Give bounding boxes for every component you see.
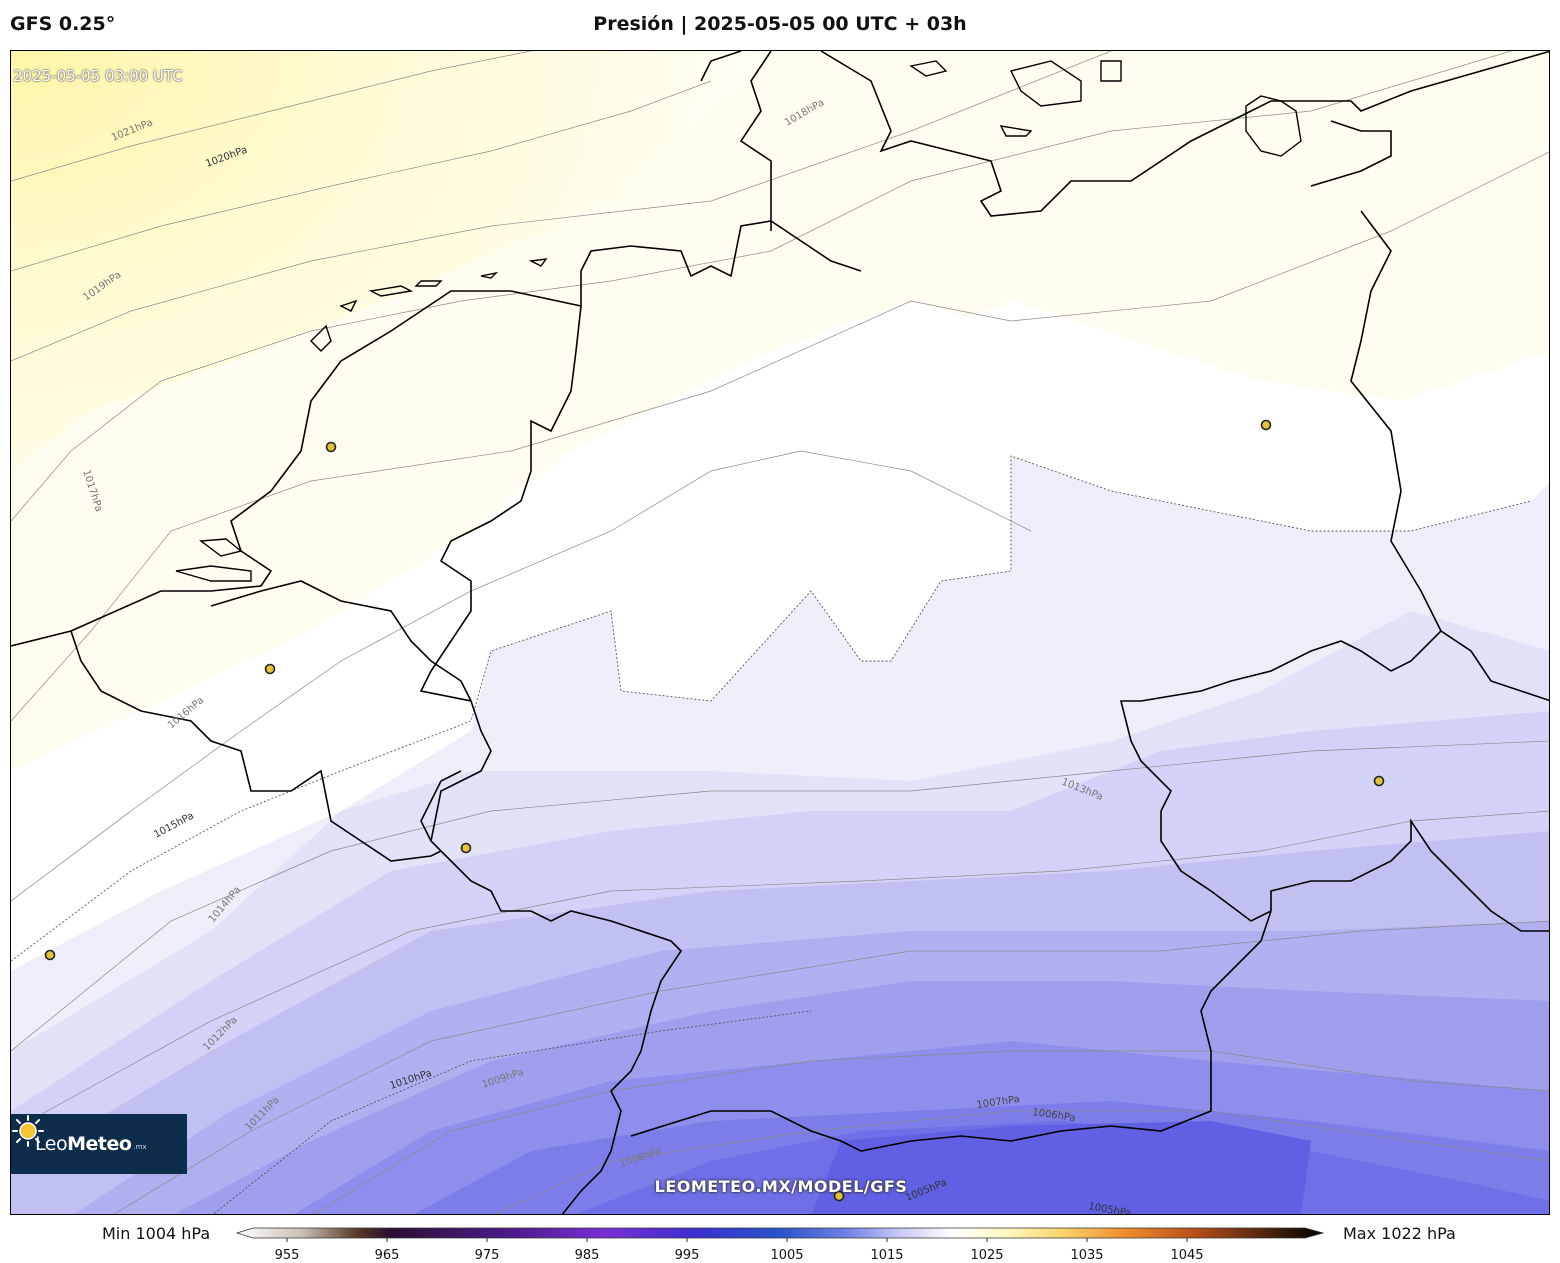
valid-time: 2025-05-05 03:00 UTC [13,67,183,85]
chart-title: Presión | 2025-05-05 00 UTC + 03h [593,13,967,35]
colorbar-tick-label: 965 [375,1248,400,1263]
colorbar-tick-label: 1035 [1070,1248,1103,1263]
colorbar-tick-label: 1015 [870,1248,903,1263]
colorbar-max-label: Max 1022 hPa [1343,1224,1456,1243]
colorbar-tick-label: 1005 [770,1248,803,1263]
colorbar-tick-label: 1025 [970,1248,1003,1263]
city-marker [1260,419,1272,431]
band-1019 [11,51,771,471]
colorbar-tick-label: 1045 [1170,1248,1203,1263]
isobar-dashed [11,455,1532,1214]
pressure-colorbar: 955 965 975 985 995 1005 1015 1025 1035 1045 [235,1227,1325,1263]
colorbar-tick-label: 985 [575,1248,600,1263]
colorbar-gradient [235,1227,1325,1239]
logo-suffix: .mx [133,1143,147,1151]
watermark[interactable]: LEOMETEO.MX/MODEL/GFS [654,1177,908,1196]
logo-brand-bold: Meteo [67,1133,132,1155]
isobar-lines [11,51,1549,1214]
colorbar-ticks: 955 965 975 985 995 1005 1015 1025 1035 1045 [275,1238,1204,1263]
city-marker [1373,775,1385,787]
sun-icon [12,1115,44,1147]
map-canvas: 1021hPa 1020hPa 1019hPa 1018hPa 1017hPa … [11,51,1549,1214]
city-marker [44,949,56,961]
city-marker [833,1190,845,1202]
band-1006 [811,1121,1311,1214]
colorbar-tick-label: 955 [275,1248,300,1263]
city-marker [460,842,472,854]
pressure-map[interactable]: 1021hPa 1020hPa 1019hPa 1018hPa 1017hPa … [10,50,1550,1215]
colorbar-tick-label: 975 [475,1248,500,1263]
city-marker [264,663,276,675]
logo-brand-light: Leo [35,1133,68,1155]
city-marker [325,441,337,453]
leometeo-logo[interactable]: LeoMeteo .mx [11,1114,187,1174]
city-markers [44,419,1385,1202]
colorbar-tick-label: 995 [675,1248,700,1263]
coastlines [11,51,1549,1214]
islands [175,60,1302,582]
model-label: GFS 0.25° [10,13,116,35]
colorbar-min-label: Min 1004 hPa [102,1224,211,1243]
band-1016 [11,301,1411,971]
